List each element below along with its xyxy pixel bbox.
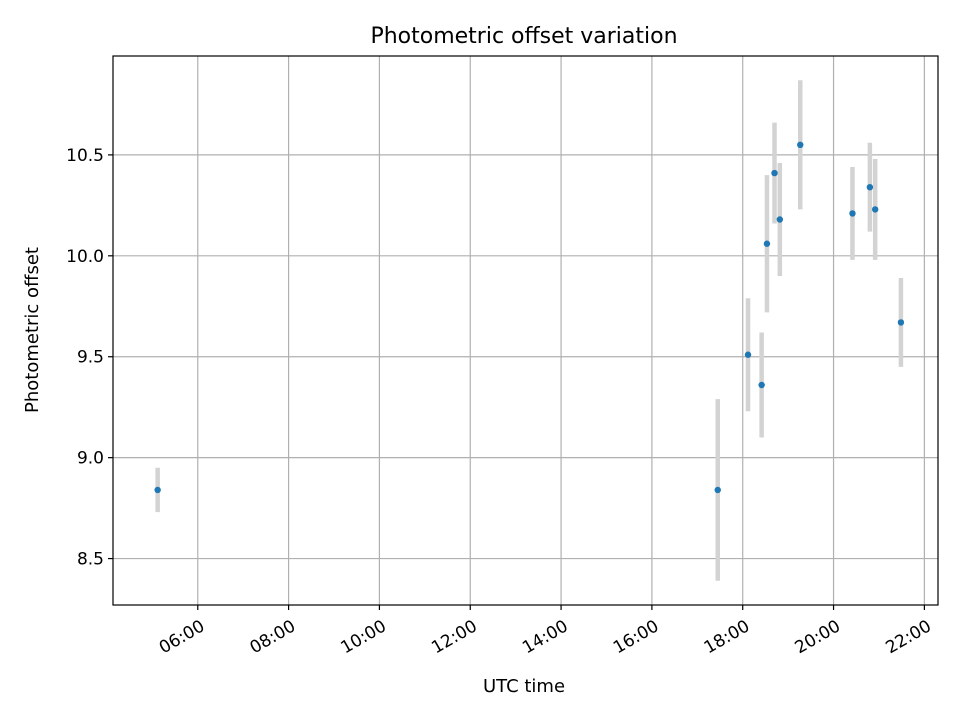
y-tick-label: 10.5 [66, 146, 104, 166]
data-point [776, 216, 784, 223]
data-points [154, 141, 905, 494]
plot-area-frame [112, 55, 939, 606]
y-axis-label: Photometric offset [22, 247, 43, 413]
chart-title: Photometric offset variation [370, 24, 677, 49]
data-point [763, 240, 771, 247]
y-axis-ticks: 8.5 9.0 9.5 10.0 10.5 [66, 146, 113, 570]
data-point [714, 486, 721, 494]
y-tick-label: 10.0 [66, 247, 104, 267]
data-point [771, 169, 778, 177]
data-point [797, 141, 804, 149]
data-point [897, 319, 905, 326]
x-axis-label: UTC time [483, 676, 565, 697]
data-point [866, 183, 874, 191]
data-point [849, 210, 856, 217]
data-point [744, 351, 752, 358]
data-point [758, 381, 765, 389]
y-tick-label: 9.0 [77, 449, 104, 469]
data-point [154, 486, 161, 494]
y-tick-label: 9.5 [77, 348, 104, 368]
data-point [871, 206, 879, 213]
y-tick-label: 8.5 [77, 550, 104, 570]
